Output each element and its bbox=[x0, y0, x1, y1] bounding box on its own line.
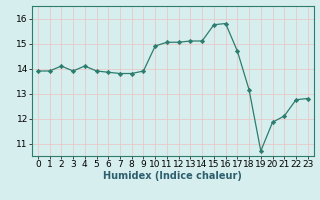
X-axis label: Humidex (Indice chaleur): Humidex (Indice chaleur) bbox=[103, 171, 242, 181]
